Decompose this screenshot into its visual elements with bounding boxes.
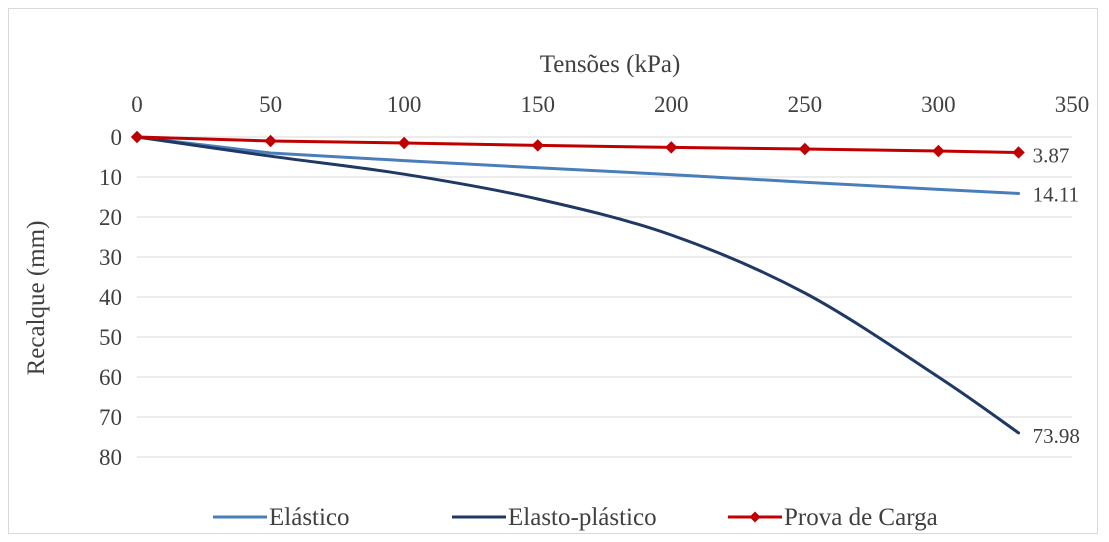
series-layer (130, 130, 1025, 435)
y-tick-label: 10 (99, 165, 122, 190)
series-2-line (135, 135, 1021, 154)
legend-label: Prova de Carga (784, 504, 938, 531)
y-axis-title: Recalque (mm) (23, 221, 50, 376)
x-tick-label: 350 (1055, 92, 1090, 117)
x-tick-label: 0 (131, 92, 143, 117)
series-1-end-label: 73.98 (1033, 424, 1080, 448)
series-0-line (135, 135, 1021, 195)
series-2-marker (264, 134, 277, 148)
y-tick-label: 40 (99, 285, 122, 310)
x-axis-title: Tensões (kPa) (540, 51, 681, 78)
series-2-marker (665, 141, 678, 154)
x-tick-label: 150 (520, 92, 555, 117)
series-2-marker (798, 142, 812, 156)
x-tick-label: 50 (259, 92, 282, 117)
y-tick-label: 0 (111, 125, 123, 150)
y-tick-label: 20 (99, 205, 122, 230)
legend-item-1: Elasto-plástico (452, 504, 657, 531)
legend-item-2: Prova de Carga (728, 504, 938, 531)
legend-marker (749, 511, 761, 523)
series-0-end-label: 14.11 (1033, 182, 1079, 206)
legend-item-0: Elástico (213, 504, 350, 531)
legend-label: Elástico (269, 504, 350, 531)
series-1-line (135, 135, 1021, 435)
end-labels: 14.11 73.98 3.87 (1033, 143, 1080, 447)
chart-frame (8, 8, 1098, 534)
y-tick-labels: 0 10 20 30 40 50 60 70 80 (99, 125, 122, 470)
y-tick-label: 50 (99, 325, 122, 350)
y-tick-label: 70 (99, 405, 122, 430)
series-2-marker (130, 130, 144, 144)
series-2-marker (932, 144, 945, 158)
legend-label: Elasto-plástico (508, 504, 657, 531)
series-2-marker (531, 139, 544, 152)
y-tick-label: 30 (99, 245, 122, 270)
x-tick-label: 200 (654, 92, 689, 117)
x-tick-label: 100 (387, 92, 422, 117)
gridlines (137, 136, 1072, 458)
series-2-end-label: 3.87 (1033, 143, 1070, 167)
series-2-marker (1012, 146, 1025, 159)
x-tick-labels: 0 50 100 150 200 250 300 350 (131, 92, 1089, 117)
x-tick-label: 250 (788, 92, 823, 117)
x-tick-label: 300 (921, 92, 956, 117)
legend: Elástico Elasto-plástico Prova de Carga (213, 504, 938, 531)
series-2-marker (397, 136, 411, 150)
y-tick-label: 60 (99, 365, 122, 390)
y-tick-label: 80 (99, 445, 122, 470)
